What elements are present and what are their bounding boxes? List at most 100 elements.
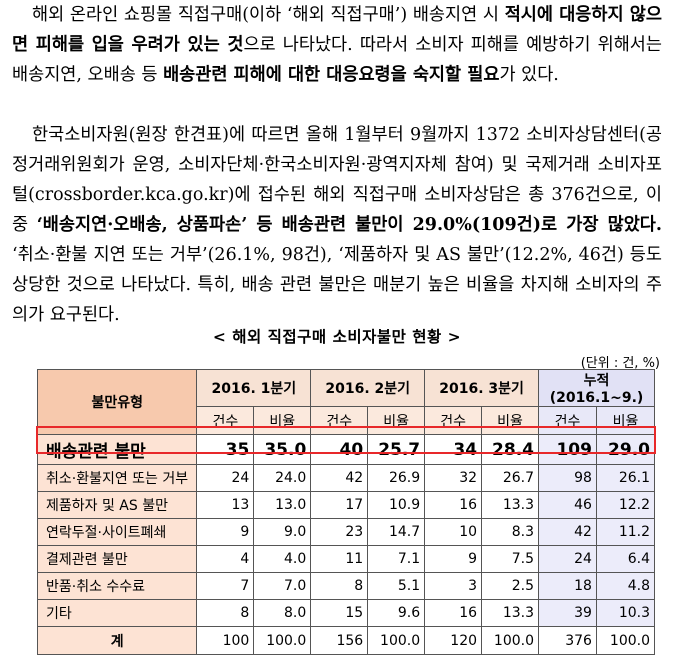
cell-count: 8 <box>310 572 369 600</box>
cell-ratio: 2.5 <box>481 572 539 600</box>
cell-ratio: 100.0 <box>253 626 312 655</box>
paragraph-bold-text: 적시에 대응하지 않으면 피해를 입을 우려가 있는 것 <box>12 5 662 55</box>
details-paragraph: 한국소비자원(원장 한견표)에 따르면 올해 1월부터 9월까지 1372 소비… <box>12 120 662 330</box>
cell-ratio: 24.0 <box>253 464 312 492</box>
cell-count: 4 <box>196 545 255 573</box>
cell-count: 42 <box>538 518 597 546</box>
table-header-row: 불만유형 2016. 1분기 2016. 2분기 2016. 3분기 누적(20… <box>36 369 655 435</box>
paragraph-text: 한국소비자원(원장 한견표)에 따르면 올해 1월부터 9월까지 1372 소비… <box>12 125 662 235</box>
cell-count: 376 <box>538 626 597 655</box>
paragraph-text: 으로 나타났다. 따라서 소비자 피해를 예방하기 위해서는 배송지연, 오배송… <box>12 35 662 85</box>
table-title: < 해외 직접구매 소비자불만 현황 > <box>212 328 462 346</box>
cell-count: 9 <box>196 518 255 546</box>
cell-count: 11 <box>310 545 369 573</box>
row-label: 배송관련 불만 <box>36 434 198 465</box>
cell-count: 98 <box>538 464 597 492</box>
intro-paragraph: 해외 온라인 쇼핑몰 직접구매(이하 ‘해외 직접구매’) 배송지연 시 적시에… <box>12 0 662 90</box>
table-row: 반품·취소 수수료 7 7.0 8 5.1 3 2.5 18 4.8 <box>36 572 656 600</box>
unit-note: (단위 : 건, %) <box>580 356 660 371</box>
cell-ratio: 7.5 <box>481 545 539 573</box>
cell-ratio: 100.0 <box>481 626 539 655</box>
cell-count: 120 <box>424 626 483 655</box>
cell-ratio: 8.3 <box>481 518 539 546</box>
cell-ratio: 4.8 <box>595 572 656 600</box>
cell-ratio: 14.7 <box>367 518 426 546</box>
cell-count: 13 <box>196 491 255 519</box>
cell-ratio: 100.0 <box>595 626 656 655</box>
count-subheader: 건수 <box>310 406 369 435</box>
cell-ratio: 7.0 <box>253 572 312 600</box>
period-header: 2016. 3분기 <box>424 369 539 407</box>
cell-ratio: 12.2 <box>595 491 656 519</box>
cell-count: 17 <box>310 491 369 519</box>
paragraph-text: 해외 온라인 쇼핑몰 직접구매(이하 ‘해외 직접구매’) 배송지연 시 <box>32 5 505 25</box>
row-label: 제품하자 및 AS 불만 <box>36 491 198 519</box>
cell-count: 100 <box>196 626 255 655</box>
cell-count: 40 <box>310 434 369 465</box>
cell-ratio: 5.1 <box>367 572 426 600</box>
cell-ratio: 29.0 <box>595 434 656 465</box>
cell-ratio: 13.3 <box>481 599 539 627</box>
cell-count: 10 <box>424 518 483 546</box>
cell-ratio: 26.1 <box>595 464 656 492</box>
row-label: 기타 <box>36 599 198 627</box>
total-label: 계 <box>36 626 198 655</box>
ratio-subheader: 비율 <box>481 406 539 435</box>
row-label: 반품·취소 수수료 <box>36 572 198 600</box>
ratio-subheader: 비율 <box>367 406 426 435</box>
category-header: 불만유형 <box>36 369 198 435</box>
cell-count: 156 <box>310 626 369 655</box>
period-header: 2016. 1분기 <box>196 369 312 407</box>
cell-count: 15 <box>310 599 369 627</box>
cell-count: 109 <box>538 434 597 465</box>
row-label: 결제관련 불만 <box>36 545 198 573</box>
cell-count: 32 <box>424 464 483 492</box>
cell-count: 7 <box>196 572 255 600</box>
cell-ratio: 10.9 <box>367 491 426 519</box>
cell-count: 9 <box>424 545 483 573</box>
period-header: 2016. 2분기 <box>310 369 426 407</box>
cell-ratio: 35.0 <box>253 434 312 465</box>
complaint-table: 불만유형 2016. 1분기 2016. 2분기 2016. 3분기 누적(20… <box>36 369 656 655</box>
cell-ratio: 10.3 <box>595 599 656 627</box>
cell-ratio: 6.4 <box>595 545 656 573</box>
table-row: 결제관련 불만 4 4.0 11 7.1 9 7.5 24 6.4 <box>36 545 656 573</box>
count-subheader: 건수 <box>538 406 597 435</box>
cell-count: 16 <box>424 491 483 519</box>
cell-count: 35 <box>196 434 255 465</box>
table-row-highlighted: 배송관련 불만 35 35.0 40 25.7 34 28.4 109 29.0 <box>36 434 656 465</box>
table-row: 기타 8 8.0 15 9.6 16 13.3 39 10.3 <box>36 599 656 627</box>
table-row: 연락두절·사이트폐쇄 9 9.0 23 14.7 10 8.3 42 11.2 <box>36 518 656 546</box>
cell-count: 42 <box>310 464 369 492</box>
cell-ratio: 13.3 <box>481 491 539 519</box>
cell-count: 23 <box>310 518 369 546</box>
cell-ratio: 9.0 <box>253 518 312 546</box>
table-row: 제품하자 및 AS 불만 13 13.0 17 10.9 16 13.3 46 … <box>36 491 656 519</box>
cell-ratio: 13.0 <box>253 491 312 519</box>
cell-count: 24 <box>196 464 255 492</box>
cell-ratio: 25.7 <box>367 434 426 465</box>
cell-count: 46 <box>538 491 597 519</box>
paragraph-bold-text: 배송관련 피해에 대한 대응요령을 숙지할 필요 <box>163 65 500 85</box>
paragraph-bold-text: ‘배송지연·오배송, 상품파손’ 등 배송관련 불만이 29.0%(109건)로… <box>36 215 662 235</box>
cell-ratio: 11.2 <box>595 518 656 546</box>
paragraph-text: 가 있다. <box>499 65 559 85</box>
cell-ratio: 8.0 <box>253 599 312 627</box>
cell-ratio: 7.1 <box>367 545 426 573</box>
cell-ratio: 4.0 <box>253 545 312 573</box>
paragraph-text: ‘취소·환불 지연 또는 거부’(26.1%, 98건), ‘제품하자 및 AS… <box>12 245 662 325</box>
cell-ratio: 9.6 <box>367 599 426 627</box>
cell-ratio: 28.4 <box>481 434 539 465</box>
ratio-subheader: 비율 <box>253 406 312 435</box>
cumulative-header: 누적(2016.1~9.) <box>538 369 655 407</box>
row-label: 취소·환불지연 또는 거부 <box>36 464 198 492</box>
count-subheader: 건수 <box>196 406 255 435</box>
cell-count: 18 <box>538 572 597 600</box>
cell-ratio: 26.9 <box>367 464 426 492</box>
cell-ratio: 100.0 <box>367 626 426 655</box>
cell-ratio: 26.7 <box>481 464 539 492</box>
table-subheader-row: 건수 비율 건수 비율 건수 비율 건수 비율 <box>38 406 656 435</box>
cell-count: 34 <box>424 434 483 465</box>
row-label: 연락두절·사이트폐쇄 <box>36 518 198 546</box>
ratio-subheader: 비율 <box>595 406 656 435</box>
